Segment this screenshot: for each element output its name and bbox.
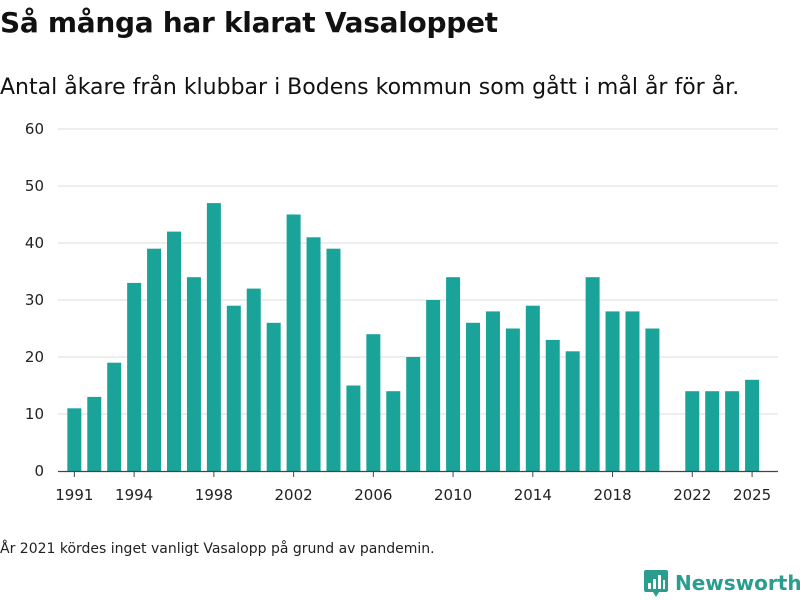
bar <box>286 214 301 471</box>
bar <box>406 357 421 471</box>
bar <box>745 379 760 471</box>
bar <box>545 339 560 471</box>
x-tick-label: 1998 <box>195 486 233 504</box>
x-tick-label: 2022 <box>673 486 711 504</box>
bars <box>67 203 760 471</box>
x-tick-label: 1994 <box>115 486 153 504</box>
bar <box>625 311 640 471</box>
brand-logo[interactable]: Newsworthy <box>643 568 800 598</box>
bar <box>565 351 580 471</box>
bar <box>505 328 520 471</box>
bar <box>466 322 481 471</box>
y-tick-label: 30 <box>25 291 44 309</box>
bar <box>525 305 540 471</box>
y-tick-label: 10 <box>25 405 44 423</box>
bar <box>206 203 221 471</box>
y-tick-label: 40 <box>25 234 44 252</box>
x-tick-label: 2014 <box>514 486 552 504</box>
bar <box>346 385 361 471</box>
bar <box>605 311 620 471</box>
bar <box>167 231 182 471</box>
y-axis-ticks: 0 10 20 30 40 50 60 <box>25 120 44 480</box>
x-tick-label: 2018 <box>593 486 631 504</box>
bar-chart: 0 10 20 30 40 50 60 1991 1994 1998 2002 2006 2010 20… <box>25 120 778 504</box>
y-tick-label: 0 <box>34 462 44 480</box>
bar <box>645 328 660 471</box>
bar-chart-badge-icon <box>644 570 668 597</box>
bar <box>725 391 740 471</box>
x-tick-label: 2025 <box>733 486 771 504</box>
bar <box>107 362 122 471</box>
x-tick-label: 2002 <box>275 486 313 504</box>
x-tick-label: 2006 <box>354 486 392 504</box>
page-title: Så många har klarat Vasaloppet <box>0 6 498 39</box>
x-tick-label: 2010 <box>434 486 472 504</box>
bar <box>266 322 281 471</box>
footnote: År 2021 kördes inget vanligt Vasalopp på… <box>0 541 435 557</box>
bar <box>485 311 500 471</box>
bar <box>386 391 401 471</box>
bar <box>147 248 162 471</box>
bar <box>366 334 381 471</box>
brand-name: Newsworthy <box>675 571 800 595</box>
x-tick-label: 1991 <box>55 486 93 504</box>
bar <box>326 248 341 471</box>
y-tick-label: 60 <box>25 120 44 138</box>
bar <box>585 277 600 471</box>
bar <box>446 277 461 471</box>
bar <box>246 288 261 471</box>
bar <box>67 408 82 471</box>
bar <box>306 237 321 471</box>
page-subtitle: Antal åkare från klubbar i Bodens kommun… <box>0 75 740 100</box>
bar <box>87 396 102 471</box>
bar <box>226 305 241 471</box>
bar <box>186 277 201 471</box>
bar <box>705 391 720 471</box>
bar <box>685 391 700 471</box>
bar <box>127 282 142 471</box>
y-tick-label: 50 <box>25 177 44 195</box>
x-axis-ticks: 1991 1994 1998 2002 2006 2010 2014 2018 2022 2025 <box>55 471 771 504</box>
y-tick-label: 20 <box>25 348 44 366</box>
bar <box>426 300 441 471</box>
